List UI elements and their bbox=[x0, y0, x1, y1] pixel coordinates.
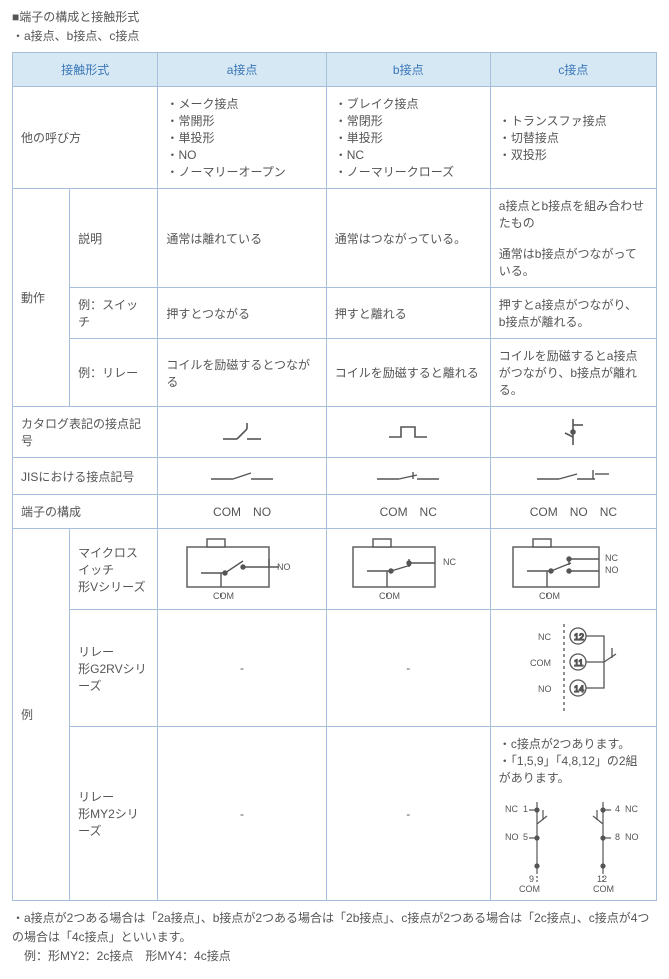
row-micro-label: マイクロスイッチ形Vシリーズ bbox=[70, 529, 158, 610]
cell-g2rv-a: - bbox=[158, 610, 326, 727]
svg-text:11: 11 bbox=[574, 658, 583, 668]
list-other-b: ブレイク接点常閉形単投形NCノーマリークローズ bbox=[335, 95, 482, 180]
cell-my2-c: c接点が2つあります。「1,5,9」「4,8,12」の2組があります。 NC 1 … bbox=[490, 727, 656, 901]
row-operation-group: 動作 bbox=[13, 189, 70, 407]
cell-switch-a: 押すとつながる bbox=[158, 288, 326, 339]
row-examples-group: 例 bbox=[13, 529, 70, 901]
svg-text:5: 5 bbox=[523, 832, 528, 842]
micro-c-icon: NO NC COM bbox=[503, 537, 643, 601]
cell-relay-b: コイルを励磁すると離れる bbox=[326, 339, 490, 407]
svg-text:NC: NC bbox=[625, 804, 638, 814]
label-no2: NO bbox=[605, 565, 619, 575]
row-g2rv-label: リレー形G2RVシリーズ bbox=[70, 610, 158, 727]
cell-desc-b: 通常はつながっている。 bbox=[326, 189, 490, 288]
hdr-c: c接点 bbox=[490, 53, 656, 87]
svg-text:8: 8 bbox=[615, 832, 620, 842]
g2rv-diagram-c: 12 11 14 NC COM NO bbox=[490, 610, 656, 727]
row-jis-symbol-label: JISにおける接点記号 bbox=[13, 458, 158, 495]
hdr-contact-type: 接触形式 bbox=[13, 53, 158, 87]
label-nc: NC bbox=[443, 557, 456, 567]
svg-text:NO: NO bbox=[625, 832, 639, 842]
symbol-catalog-b-icon bbox=[383, 419, 433, 445]
label-com3: COM bbox=[539, 591, 560, 601]
symbol-catalog-c-icon bbox=[553, 415, 593, 449]
cell-other-c: トランスファ接点切替接点双投形 bbox=[490, 87, 656, 189]
footnote: ・a接点が2つある場合は「2a接点」、b接点が2つある場合は「2b接点」、c接点… bbox=[12, 909, 657, 967]
cell-relay-c: コイルを励磁するとa接点がつながり、b接点が離れる。 bbox=[490, 339, 656, 407]
jis-symbol-a bbox=[158, 458, 326, 495]
svg-text:NC: NC bbox=[505, 804, 518, 814]
page-subtitle: ・a接点、b接点、c接点 bbox=[12, 27, 657, 44]
svg-text:9: 9 bbox=[529, 874, 534, 884]
svg-text:12: 12 bbox=[574, 632, 584, 642]
label-com: COM bbox=[213, 591, 234, 601]
catalog-symbol-c bbox=[490, 407, 656, 458]
micro-diagram-a: NO COM bbox=[158, 529, 326, 610]
symbol-jis-b-icon bbox=[373, 467, 443, 485]
symbol-catalog-a-icon bbox=[217, 419, 267, 445]
svg-text:12: 12 bbox=[597, 874, 607, 884]
symbol-jis-a-icon bbox=[207, 467, 277, 485]
row-desc-label: 説明 bbox=[70, 189, 158, 288]
svg-text:COM: COM bbox=[593, 884, 614, 892]
micro-b-icon: NC COM bbox=[343, 537, 473, 601]
list-other-c: トランスファ接点切替接点双投形 bbox=[499, 112, 648, 163]
svg-text:COM: COM bbox=[530, 658, 551, 668]
cell-other-a: メーク接点常開形単投形NOノーマリーオープン bbox=[158, 87, 326, 189]
row-other-names-label: 他の呼び方 bbox=[13, 87, 158, 189]
footnote-line2: 例：形MY2：2c接点 形MY4：4c接点 bbox=[24, 947, 657, 966]
row-my2-label: リレー形MY2シリーズ bbox=[70, 727, 158, 901]
cell-switch-c: 押すとa接点がつながり、 b接点が離れる。 bbox=[490, 288, 656, 339]
label-nc2: NC bbox=[605, 553, 618, 563]
cell-relay-a: コイルを励磁するとつながる bbox=[158, 339, 326, 407]
my2-c-icon: NC 1 NO 5 9 COM 4 NC 8 NO 12 COM bbox=[499, 792, 649, 892]
hdr-b: b接点 bbox=[326, 53, 490, 87]
footnote-line1: ・a接点が2つある場合は「2a接点」、b接点が2つある場合は「2b接点」、c接点… bbox=[12, 909, 657, 947]
cell-other-b: ブレイク接点常閉形単投形NCノーマリークローズ bbox=[326, 87, 490, 189]
svg-text:4: 4 bbox=[615, 804, 620, 814]
svg-text:NO: NO bbox=[538, 684, 552, 694]
list-other-a: メーク接点常開形単投形NOノーマリーオープン bbox=[166, 95, 317, 180]
cell-g2rv-b: - bbox=[326, 610, 490, 727]
row-relay-label: 例：リレー bbox=[70, 339, 158, 407]
svg-text:NC: NC bbox=[538, 632, 551, 642]
micro-diagram-b: NC COM bbox=[326, 529, 490, 610]
cell-terminal-c: COM NO NC bbox=[490, 495, 656, 529]
micro-a-icon: NO COM bbox=[177, 537, 307, 601]
catalog-symbol-a bbox=[158, 407, 326, 458]
contact-table: 接触形式 a接点 b接点 c接点 他の呼び方 メーク接点常開形単投形NOノーマリ… bbox=[12, 52, 657, 901]
cell-desc-a: 通常は離れている bbox=[158, 189, 326, 288]
label-no: NO bbox=[277, 562, 291, 572]
micro-diagram-c: NO NC COM bbox=[490, 529, 656, 610]
cell-switch-b: 押すと離れる bbox=[326, 288, 490, 339]
cell-desc-c: a接点とb接点を組み合わせたもの通常はb接点がつながっている。 bbox=[490, 189, 656, 288]
svg-text:COM: COM bbox=[519, 884, 540, 892]
list-my2-notes: c接点が2つあります。「1,5,9」「4,8,12」の2組があります。 bbox=[499, 735, 648, 786]
catalog-symbol-b bbox=[326, 407, 490, 458]
label-com2: COM bbox=[379, 591, 400, 601]
cell-my2-a: - bbox=[158, 727, 326, 901]
jis-symbol-b bbox=[326, 458, 490, 495]
cell-terminal-a: COM NO bbox=[158, 495, 326, 529]
cell-my2-b: - bbox=[326, 727, 490, 901]
row-terminal-label: 端子の構成 bbox=[13, 495, 158, 529]
svg-text:14: 14 bbox=[574, 684, 584, 694]
row-catalog-symbol-label: カタログ表記の接点記号 bbox=[13, 407, 158, 458]
page-title: ■端子の構成と接触形式 bbox=[12, 8, 657, 25]
g2rv-c-icon: 12 11 14 NC COM NO bbox=[508, 618, 638, 718]
symbol-jis-c-icon bbox=[533, 466, 613, 486]
row-switch-label: 例：スイッチ bbox=[70, 288, 158, 339]
hdr-a: a接点 bbox=[158, 53, 326, 87]
svg-text:NO: NO bbox=[505, 832, 519, 842]
svg-text:1: 1 bbox=[523, 804, 528, 814]
cell-terminal-b: COM NC bbox=[326, 495, 490, 529]
jis-symbol-c bbox=[490, 458, 656, 495]
